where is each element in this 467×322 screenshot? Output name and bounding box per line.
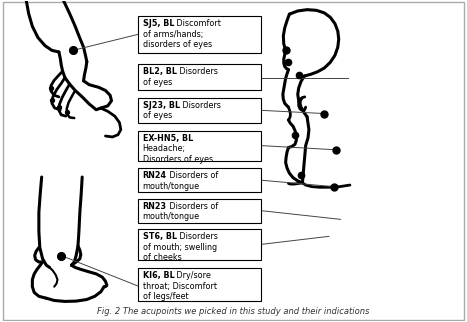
Text: of eyes: of eyes [143,111,172,120]
Text: of arms/hands;: of arms/hands; [143,30,203,39]
Text: mouth/tongue: mouth/tongue [143,212,200,221]
Text: KI6, BL: KI6, BL [143,271,175,280]
Text: EX-HN5, BL: EX-HN5, BL [143,134,193,143]
Text: Disorders of eyes: Disorders of eyes [143,155,213,164]
Text: of eyes: of eyes [143,78,172,87]
Text: Dry/sore: Dry/sore [174,271,211,280]
Text: Disorders of: Disorders of [167,171,218,180]
FancyBboxPatch shape [138,130,262,161]
FancyBboxPatch shape [138,268,262,301]
Text: of cheeks: of cheeks [143,253,182,262]
Text: SJ23, BL: SJ23, BL [143,101,180,110]
Text: SJ5, BL: SJ5, BL [143,19,174,28]
FancyBboxPatch shape [138,16,262,52]
Text: mouth/tongue: mouth/tongue [143,182,200,191]
FancyBboxPatch shape [138,168,262,192]
Text: of mouth; swelling: of mouth; swelling [143,243,217,252]
Text: Disorders: Disorders [177,67,218,76]
Text: Disorders: Disorders [177,232,218,241]
Text: ST6, BL: ST6, BL [143,232,177,241]
Text: throat; Discomfort: throat; Discomfort [143,281,217,290]
FancyBboxPatch shape [138,98,262,123]
FancyBboxPatch shape [138,198,262,223]
FancyBboxPatch shape [138,229,262,260]
Text: Disorders: Disorders [180,101,220,110]
Text: RN23: RN23 [143,202,167,211]
Text: RN24: RN24 [143,171,167,180]
Text: BL2, BL: BL2, BL [143,67,177,76]
Text: Discomfort: Discomfort [174,19,221,28]
Text: Headache;: Headache; [143,144,186,153]
FancyBboxPatch shape [138,64,262,90]
Text: of legs/feet: of legs/feet [143,292,188,301]
Text: Disorders of: Disorders of [167,202,218,211]
Text: Fig. 2 The acupoints we picked in this study and their indications: Fig. 2 The acupoints we picked in this s… [97,307,370,316]
Text: disorders of eyes: disorders of eyes [143,40,212,49]
